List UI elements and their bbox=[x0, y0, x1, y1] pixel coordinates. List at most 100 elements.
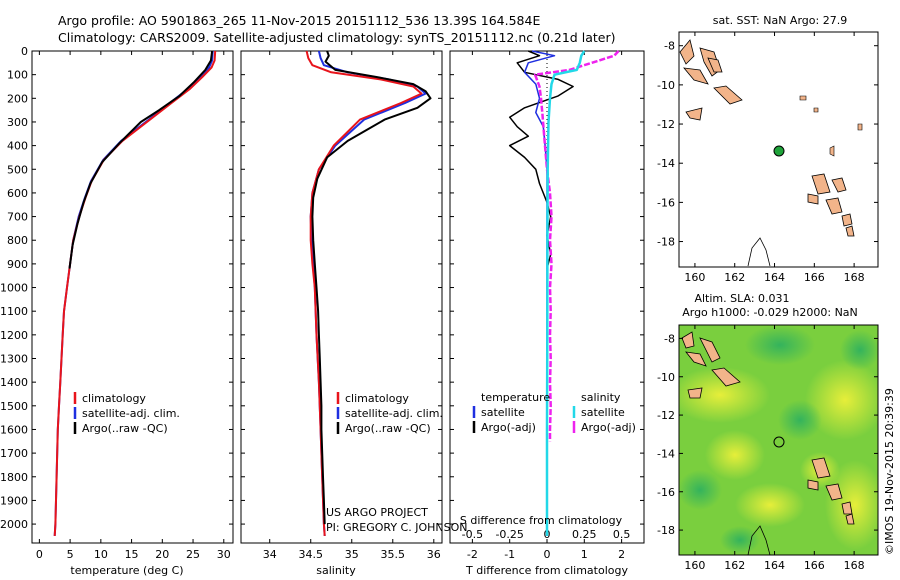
depth-tick-label: 400 bbox=[7, 140, 28, 153]
depth-tick-label: 1200 bbox=[0, 329, 28, 342]
lat-tick-label: -18 bbox=[657, 524, 675, 537]
island bbox=[811, 457, 831, 479]
x-tick-label: 34.5 bbox=[298, 548, 323, 561]
series-climatology bbox=[305, 50, 423, 536]
sst-map-axes: 160 162 164 166 168 -8 -10 -12 -14 -16 -18 bbox=[657, 32, 878, 284]
s-tick-label: 0.5 bbox=[613, 528, 631, 541]
x-tick-label: 5 bbox=[67, 548, 74, 561]
argo-float-marker-sst bbox=[773, 145, 785, 157]
depth-tick-label: 700 bbox=[7, 211, 28, 224]
x-tick-label: 35 bbox=[345, 548, 359, 561]
island bbox=[683, 67, 709, 85]
pi-annotation: PI: GREGORY C. JOHNSON bbox=[326, 521, 467, 534]
legend-label-t-argo: Argo(-adj) bbox=[481, 421, 536, 434]
depth-tick-label: 100 bbox=[7, 69, 28, 82]
lat-tick-label: -8 bbox=[664, 332, 675, 345]
difference-plot: -2 -1 0 1 2-0.5 -0.25 0 0.25 0.5 bbox=[450, 50, 644, 561]
island bbox=[845, 225, 855, 237]
header-line-1: Argo profile: AO 5901863_265 11-Nov-2015… bbox=[58, 13, 540, 28]
legend-label-satellite: satellite-adj. clim. bbox=[82, 407, 180, 420]
island bbox=[681, 331, 695, 349]
salinity-plot-frame bbox=[240, 50, 443, 544]
series-s-satellite bbox=[545, 50, 586, 536]
depth-tick-label: 1500 bbox=[0, 400, 28, 413]
lon-tick-label: 160 bbox=[684, 559, 705, 572]
depth-tick-label: 900 bbox=[7, 258, 28, 271]
lat-tick-label: -12 bbox=[657, 118, 675, 131]
salinity-plot: 34 34.5 35 35.5 36 bbox=[241, 50, 442, 561]
depth-tick-label: 0 bbox=[21, 45, 28, 58]
island bbox=[685, 107, 703, 121]
island bbox=[845, 513, 855, 525]
sla-map-frame bbox=[678, 324, 879, 556]
legend-label-s-satellite: satellite bbox=[581, 406, 625, 419]
s-tick-label: -0.25 bbox=[495, 528, 523, 541]
x-tick-label: 36 bbox=[427, 548, 441, 561]
x-tick-label: 20 bbox=[155, 548, 169, 561]
argo-float-marker-sla bbox=[773, 436, 785, 448]
island bbox=[699, 337, 721, 363]
legend-label-argo: Argo(..raw -QC) bbox=[345, 422, 431, 435]
series-argo bbox=[311, 50, 432, 525]
salinity-x-label: salinity bbox=[316, 564, 356, 577]
series-argo bbox=[68, 50, 214, 269]
lon-tick-label: 168 bbox=[844, 559, 865, 572]
temperature-plot: 0 5 10 15 20 25 30 bbox=[32, 50, 233, 561]
lat-tick-label: -14 bbox=[657, 157, 675, 170]
x-tick-label: 10 bbox=[94, 548, 108, 561]
depth-tick-label: 1100 bbox=[0, 305, 28, 318]
island bbox=[711, 367, 741, 387]
temperature-x-label: temperature (deg C) bbox=[70, 564, 183, 577]
x-tick-label: -1 bbox=[504, 548, 515, 561]
lat-tick-label: -16 bbox=[657, 196, 675, 209]
depth-tick-label: 1600 bbox=[0, 423, 28, 436]
depth-tick-label: 600 bbox=[7, 187, 28, 200]
temperature-legend: climatology satellite-adj. clim. Argo(..… bbox=[73, 392, 180, 435]
legend-title-salinity: salinity bbox=[581, 391, 621, 404]
lon-tick-label: 162 bbox=[724, 559, 745, 572]
project-annotation: US ARGO PROJECT bbox=[326, 506, 428, 519]
depth-tick-label: 1700 bbox=[0, 447, 28, 460]
lon-tick-label: 164 bbox=[764, 271, 785, 284]
depth-tick-label: 1800 bbox=[0, 471, 28, 484]
sla-map-axes: 160 162 164 166 168 -8 -10 -12 -14 -16 -18 bbox=[657, 325, 878, 572]
x-tick-label: 30 bbox=[217, 548, 231, 561]
lat-tick-label: -18 bbox=[657, 236, 675, 249]
island bbox=[831, 177, 847, 193]
s-tick-label: 0.25 bbox=[572, 528, 597, 541]
island bbox=[707, 57, 723, 73]
lon-tick-label: 164 bbox=[764, 559, 785, 572]
legend-title-temperature: temperature bbox=[481, 391, 550, 404]
sla-map-title-2: Argo h1000: -0.029 h2000: NaN bbox=[682, 306, 858, 319]
island bbox=[811, 173, 831, 195]
lat-tick-label: -14 bbox=[657, 447, 675, 460]
sst-map-title: sat. SST: NaN Argo: 27.9 bbox=[713, 14, 847, 27]
island bbox=[713, 85, 743, 105]
sla-map-title-1: Altim. SLA: 0.031 bbox=[694, 292, 789, 305]
series-t-argo bbox=[508, 50, 574, 269]
lon-tick-label: 166 bbox=[804, 271, 825, 284]
island bbox=[807, 479, 819, 491]
lon-tick-label: 168 bbox=[844, 271, 865, 284]
legend-label-s-argo: Argo(-adj) bbox=[581, 421, 636, 434]
difference-legend: temperature satellite Argo(-adj) salinit… bbox=[472, 391, 636, 434]
x-tick-label: 15 bbox=[125, 548, 139, 561]
depth-tick-label: 500 bbox=[7, 163, 28, 176]
islet bbox=[857, 123, 863, 131]
depth-tick-label: 1000 bbox=[0, 282, 28, 295]
x-tick-label: 34 bbox=[263, 548, 277, 561]
depth-tick-label: 800 bbox=[7, 234, 28, 247]
series-satellite bbox=[309, 50, 427, 536]
legend-label-climatology: climatology bbox=[82, 392, 146, 405]
islet bbox=[813, 107, 819, 113]
salinity-legend: climatology satellite-adj. clim. Argo(..… bbox=[336, 392, 443, 435]
islet bbox=[799, 95, 807, 101]
x-tick-label: 1 bbox=[581, 548, 588, 561]
s-tick-label: -0.5 bbox=[462, 528, 483, 541]
coastline bbox=[747, 237, 771, 267]
depth-tick-label: 2000 bbox=[0, 518, 28, 531]
islet bbox=[829, 145, 835, 157]
coastline bbox=[747, 525, 771, 555]
island bbox=[825, 483, 843, 501]
